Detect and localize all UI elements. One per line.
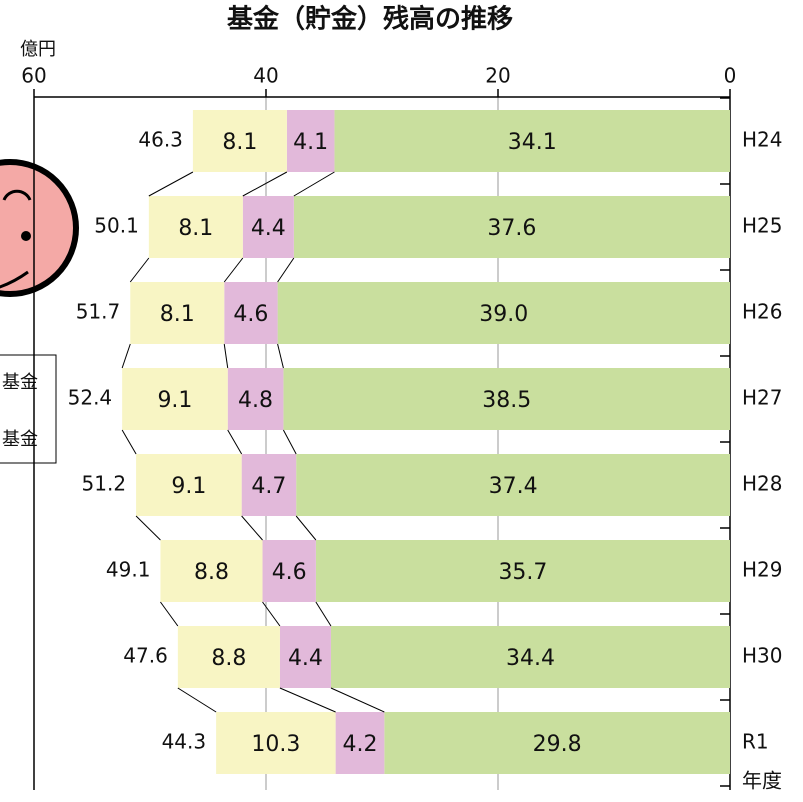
data-label: 39.0 xyxy=(479,302,528,327)
connector-line xyxy=(224,258,243,282)
y-unit: 年度 xyxy=(742,769,782,793)
y-tick-label: H28 xyxy=(742,472,783,496)
connector-line xyxy=(242,516,263,540)
total-label: 49.1 xyxy=(106,558,151,582)
connector-line xyxy=(316,602,331,626)
data-label: 38.5 xyxy=(482,388,531,413)
y-tick-label: H27 xyxy=(742,386,783,410)
x-tick-label: 60 xyxy=(21,64,46,88)
y-tick-label: H24 xyxy=(742,128,783,152)
y-tick-label: H26 xyxy=(742,300,783,324)
total-label: 50.1 xyxy=(94,214,139,238)
data-label: 37.4 xyxy=(489,474,538,499)
data-label: 34.4 xyxy=(506,646,555,671)
connector-line xyxy=(136,516,160,540)
connector-line xyxy=(160,602,177,626)
data-label: 9.1 xyxy=(171,474,206,499)
connector-line xyxy=(122,430,136,454)
y-tick-label: H29 xyxy=(742,558,783,582)
connector-line xyxy=(243,172,287,196)
chart: 基金（貯金）残高の推移 億円 年度 基金基金0204060H2434.14.18… xyxy=(0,0,803,798)
data-label: 4.4 xyxy=(251,216,286,241)
connector-line xyxy=(228,430,242,454)
total-label: 44.3 xyxy=(162,730,207,754)
mascot-face xyxy=(0,162,76,294)
data-label: 4.8 xyxy=(238,388,273,413)
legend-label: 基金 xyxy=(2,429,38,450)
x-unit: 億円 xyxy=(20,39,56,60)
data-label: 9.1 xyxy=(157,388,192,413)
data-label: 8.1 xyxy=(222,130,257,155)
connector-line xyxy=(280,688,336,712)
data-label: 35.7 xyxy=(498,560,547,585)
total-label: 47.6 xyxy=(123,644,168,668)
y-tick-label: R1 xyxy=(742,730,769,754)
chart-title: 基金（貯金）残高の推移 xyxy=(227,4,513,35)
data-label: 8.8 xyxy=(211,646,246,671)
connector-line xyxy=(224,344,227,368)
total-label: 51.7 xyxy=(76,300,121,324)
data-label: 4.6 xyxy=(272,560,307,585)
connector-line xyxy=(296,516,316,540)
connector-line xyxy=(178,688,216,712)
connector-line xyxy=(283,430,296,454)
connector-line xyxy=(278,344,284,368)
connector-line xyxy=(278,258,294,282)
connector-line xyxy=(130,258,149,282)
data-label: 29.8 xyxy=(533,732,582,757)
connector-line xyxy=(331,688,384,712)
data-label: 4.6 xyxy=(233,302,268,327)
data-label: 8.8 xyxy=(194,560,229,585)
total-label: 46.3 xyxy=(138,128,183,152)
x-tick-label: 20 xyxy=(485,64,510,88)
data-label: 34.1 xyxy=(508,130,557,155)
connector-line xyxy=(263,602,280,626)
y-tick-label: H30 xyxy=(742,644,783,668)
connector-line xyxy=(122,344,130,368)
connector-line xyxy=(149,172,193,196)
legend-label: 基金 xyxy=(2,372,38,393)
data-label: 10.3 xyxy=(251,732,300,757)
data-label: 37.6 xyxy=(487,216,536,241)
y-tick-label: H25 xyxy=(742,214,783,238)
total-label: 51.2 xyxy=(82,472,127,496)
data-label: 8.1 xyxy=(160,302,195,327)
data-label: 4.7 xyxy=(251,474,286,499)
data-label: 4.4 xyxy=(288,646,323,671)
data-label: 8.1 xyxy=(178,216,213,241)
data-label: 4.1 xyxy=(293,130,328,155)
x-tick-label: 40 xyxy=(253,64,278,88)
total-label: 52.4 xyxy=(68,386,113,410)
x-tick-label: 0 xyxy=(724,64,737,88)
connector-line xyxy=(294,172,335,196)
data-label: 4.2 xyxy=(342,732,377,757)
